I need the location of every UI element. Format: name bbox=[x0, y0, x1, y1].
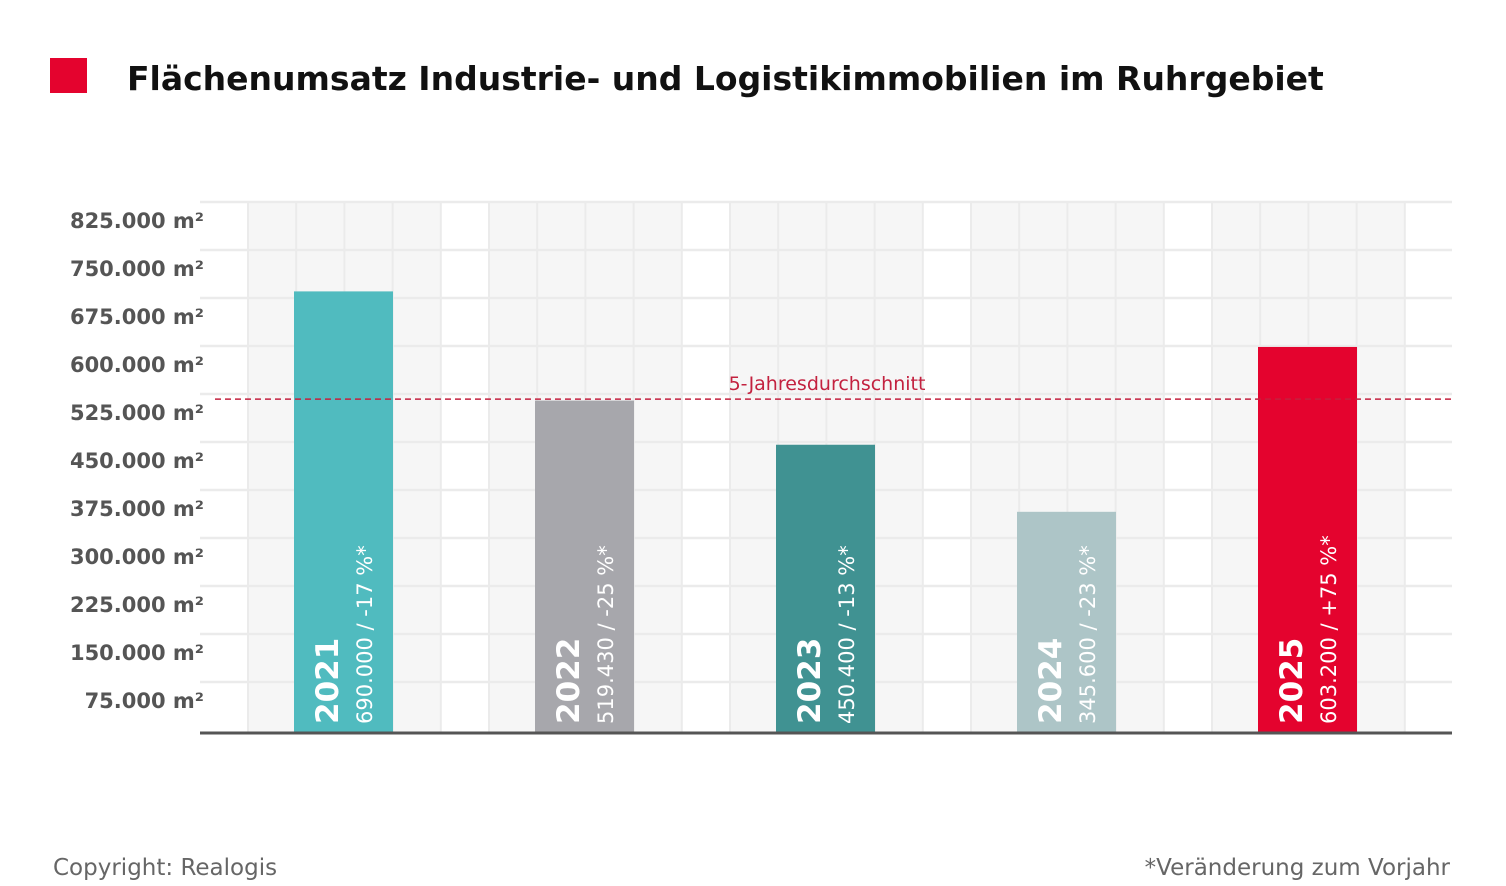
y-tick-label: 225.000 m² bbox=[70, 593, 204, 617]
footnote: *Veränderung zum Vorjahr bbox=[1145, 855, 1451, 881]
y-axis-ticks: 75.000 m² 150.000 m² 225.000 m² 300.000 m² 3… bbox=[70, 209, 204, 713]
copyright: Copyright: Realogis bbox=[53, 855, 277, 881]
chart-title: Flächenumsatz Industrie- und Logistikimm… bbox=[127, 59, 1324, 98]
bar-year-label: 2024 bbox=[1033, 638, 1069, 724]
bar-value-label: 345.600 / -23 %* bbox=[1076, 545, 1100, 724]
bar-value-label: 603.200 / +75 %* bbox=[1317, 535, 1341, 724]
bars: 2021 690.000 / -17 %* 2022 519.430 / -25 %*… bbox=[294, 291, 1357, 733]
y-tick-label: 450.000 m² bbox=[70, 449, 204, 473]
y-tick-label: 825.000 m² bbox=[70, 209, 204, 233]
bar-2025 bbox=[1258, 346, 1357, 733]
bar-value-label: 450.400 / -13 %* bbox=[835, 545, 859, 724]
bar-2024 bbox=[1017, 511, 1116, 733]
y-tick-label: 150.000 m² bbox=[70, 641, 204, 665]
bar-year-label: 2025 bbox=[1274, 638, 1310, 724]
y-tick-label: 75.000 m² bbox=[85, 689, 204, 713]
bar-year-label: 2021 bbox=[310, 638, 346, 724]
bar-2023 bbox=[776, 444, 875, 733]
y-tick-label: 375.000 m² bbox=[70, 497, 204, 521]
title-marker bbox=[50, 58, 87, 93]
y-tick-label: 300.000 m² bbox=[70, 545, 204, 569]
average-line-label: 5-Jahresdurchschnitt bbox=[729, 373, 926, 395]
y-tick-label: 675.000 m² bbox=[70, 305, 204, 329]
y-tick-label: 525.000 m² bbox=[70, 401, 204, 425]
bar-value-label: 690.000 / -17 %* bbox=[353, 545, 377, 724]
y-tick-label: 600.000 m² bbox=[70, 353, 204, 377]
bar-year-label: 2023 bbox=[792, 638, 828, 724]
bar-2022 bbox=[535, 400, 634, 733]
average-line-group: 5-Jahresdurchschnitt bbox=[215, 373, 1452, 400]
bar-value-label: 519.430 / -25 %* bbox=[594, 545, 618, 724]
bar-year-label: 2022 bbox=[551, 638, 587, 724]
bar-2021 bbox=[294, 291, 393, 733]
y-tick-label: 750.000 m² bbox=[70, 257, 204, 281]
